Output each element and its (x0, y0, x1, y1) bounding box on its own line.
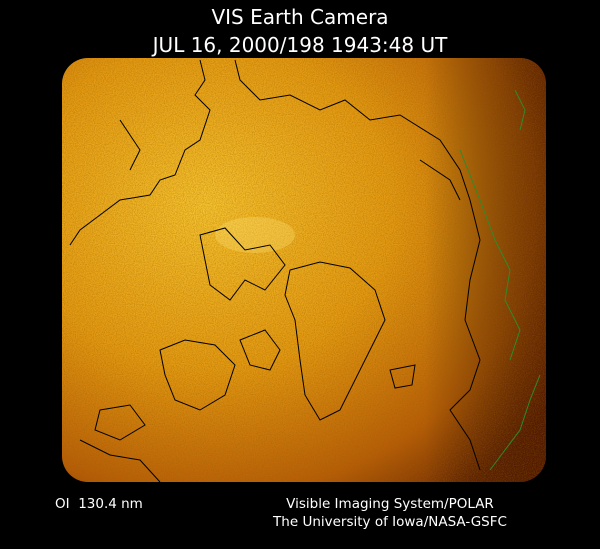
credit-label: The University of Iowa/NASA-GSFC (272, 514, 507, 530)
coastlines (69, 59, 481, 482)
earth-image (62, 58, 546, 482)
filter-label: OI 130.4 nm (55, 496, 143, 512)
coastlines-green (459, 89, 541, 471)
timestamp: JUL 16, 2000/198 1943:48 UT (151, 33, 448, 57)
title: VIS Earth Camera (211, 5, 388, 29)
instrument-label: Visible Imaging System/POLAR (286, 496, 494, 512)
